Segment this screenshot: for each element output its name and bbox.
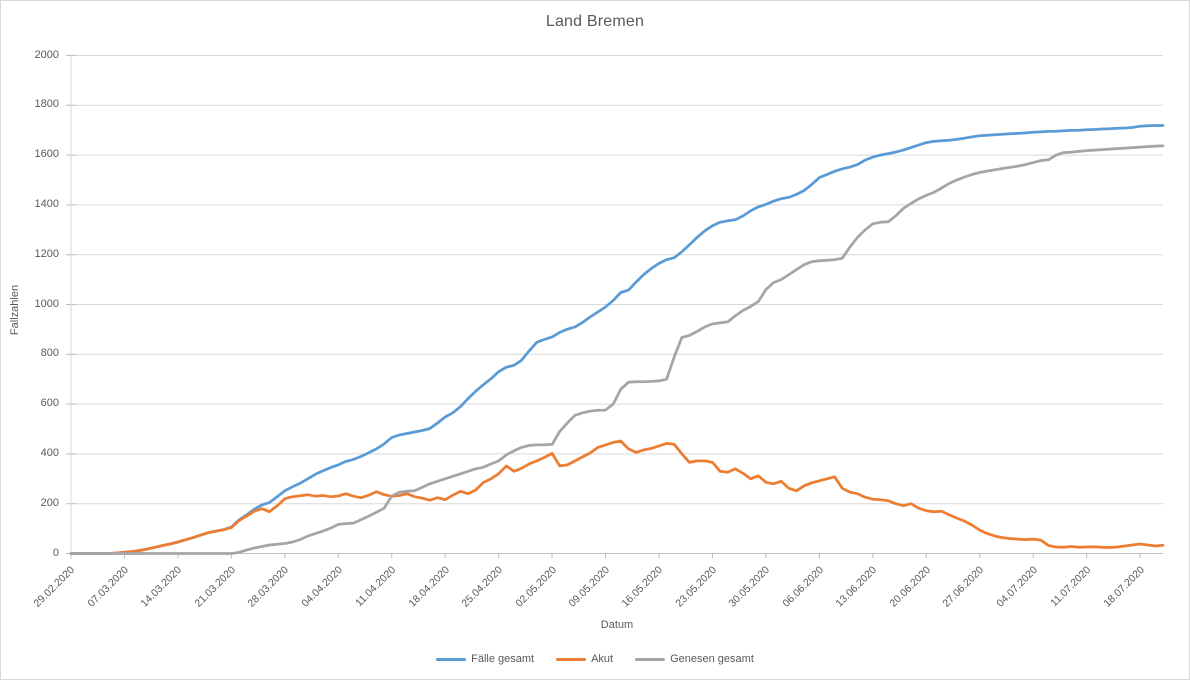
chart-title: Land Bremen: [545, 13, 645, 30]
legend-item: Akut: [556, 653, 613, 665]
y-tick-label: 800: [40, 347, 59, 360]
series-line-genesen-gesamt: [69, 144, 1165, 555]
y-tick-label: 1600: [34, 148, 59, 161]
series-line-akut: [69, 439, 1165, 555]
chart-legend: Fälle gesamt Akut Genesen gesamt: [1, 653, 1189, 665]
legend-line-swatch: [436, 657, 467, 661]
legend-line-swatch: [635, 657, 666, 661]
x-axis-title: Datum: [600, 619, 634, 631]
legend-label: Genesen gesamt: [670, 653, 754, 665]
y-tick-label: 1000: [34, 297, 59, 310]
legend-label: Fälle gesamt: [471, 653, 535, 665]
y-tick-label: 1400: [34, 197, 59, 210]
y-tick-label: 1200: [34, 247, 59, 260]
y-tick-label: 1800: [34, 98, 59, 111]
series-line-f-lle-gesamt: [69, 124, 1165, 555]
y-tick-label: 0: [52, 546, 59, 559]
y-tick-label: 2000: [34, 48, 59, 61]
y-tick-label: 600: [40, 397, 59, 410]
y-tick-label: 400: [40, 446, 59, 459]
legend-line-swatch: [556, 657, 587, 661]
legend-label: Akut: [591, 653, 614, 665]
legend-item: Fälle gesamt: [436, 653, 534, 665]
legend-item: Genesen gesamt: [635, 653, 754, 665]
y-tick-label: 200: [40, 496, 59, 509]
